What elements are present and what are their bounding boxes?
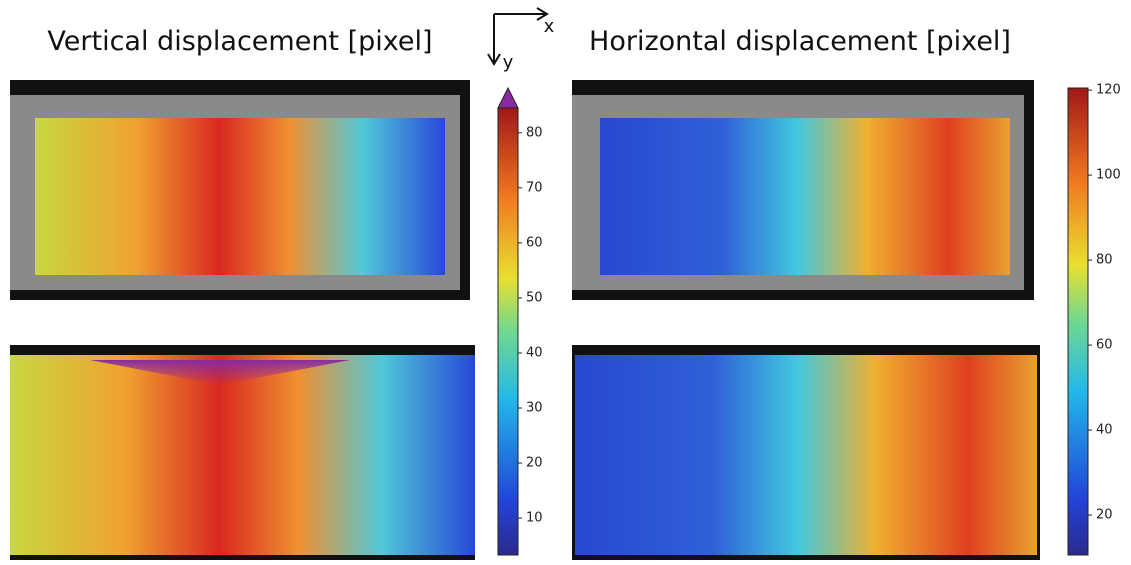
colorbar-tick-label: 80	[1096, 253, 1113, 268]
heatmap	[575, 355, 1037, 555]
colorbar-tick-label: 60	[526, 235, 543, 250]
colorbar-extend	[497, 86, 519, 109]
colorbar-tick-label: 20	[1096, 508, 1113, 523]
colorbar-tick-label: 60	[1096, 338, 1113, 353]
colorbar	[497, 107, 519, 556]
colorbar-tick-label: 30	[526, 401, 543, 416]
heatmap-region	[90, 360, 350, 385]
axis-label: y	[503, 52, 514, 73]
panel-title: Horizontal displacement [pixel]	[589, 26, 1011, 57]
colorbar-tick-label: 10	[526, 511, 543, 526]
panels	[10, 80, 1040, 560]
heatmap	[35, 118, 445, 275]
axis-label: x	[544, 16, 555, 37]
axes-indicator	[487, 7, 549, 66]
colorbar-tick-label: 40	[1096, 423, 1113, 438]
panel-title: Vertical displacement [pixel]	[47, 26, 432, 57]
colorbar-tick-label: 20	[526, 456, 543, 471]
colorbar-tick-label: 40	[526, 345, 543, 360]
colorbar-tick-label: 120	[1096, 83, 1121, 98]
colorbar-tick-label: 80	[526, 125, 543, 140]
colorbar-tick-label: 70	[526, 180, 543, 195]
colorbar-tick-label: 100	[1096, 168, 1121, 183]
heatmap	[10, 355, 475, 555]
heatmap	[600, 118, 1010, 275]
colorbar-tick-label: 50	[526, 290, 543, 305]
colorbar	[1067, 87, 1089, 556]
